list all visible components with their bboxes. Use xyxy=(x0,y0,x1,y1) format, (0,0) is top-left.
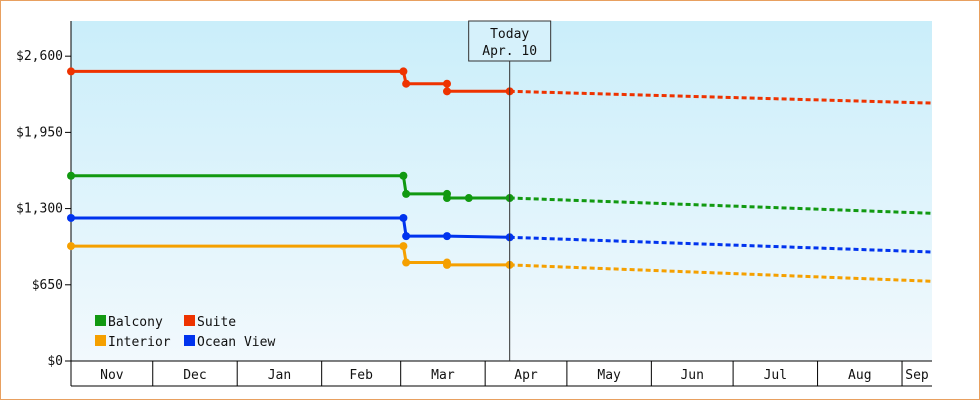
x-tick-label: Apr xyxy=(514,368,538,383)
y-tick-label: $2,600 xyxy=(16,49,63,64)
x-tick-label: Sep xyxy=(905,368,929,383)
legend-swatch xyxy=(184,315,195,326)
data-point xyxy=(399,213,408,222)
legend-label: Interior xyxy=(108,335,171,350)
legend-item-balcony[interactable]: Balcony xyxy=(95,315,163,330)
today-title: Today xyxy=(490,27,529,42)
today-box xyxy=(468,20,552,62)
x-tick-label: Feb xyxy=(349,368,373,383)
x-tick-label: Aug xyxy=(848,368,871,383)
data-point xyxy=(402,232,411,241)
y-tick-label: $1,950 xyxy=(16,125,63,140)
data-point xyxy=(443,260,452,269)
x-tick-label: Dec xyxy=(183,368,206,383)
x-axis: Nov Dec Jan Feb Mar Apr May Jun Jul Aug Sep xyxy=(70,360,932,387)
x-tick-label: Jan xyxy=(268,368,291,383)
data-point xyxy=(402,79,411,88)
x-tick-label: Mar xyxy=(431,368,455,383)
data-point xyxy=(443,232,452,241)
legend-item-interior[interactable]: Interior xyxy=(95,335,171,350)
forecast-line xyxy=(509,263,933,283)
series-line xyxy=(71,69,510,93)
series-suite xyxy=(67,67,933,105)
x-tick-label: Jul xyxy=(764,368,787,383)
y-tick-label: $0 xyxy=(47,354,63,369)
data-point xyxy=(67,171,75,180)
data-point xyxy=(402,258,411,267)
data-point xyxy=(402,189,411,198)
data-point xyxy=(399,242,408,251)
legend-swatch xyxy=(184,335,195,346)
forecast-line xyxy=(509,89,933,105)
data-point xyxy=(399,171,408,180)
y-tick-label: $650 xyxy=(32,278,63,293)
legend-item-ocean-view[interactable]: Ocean View xyxy=(184,335,275,350)
today-date: Apr. 10 xyxy=(482,44,537,59)
legend[interactable]: Balcony Suite Interior Ocean View xyxy=(95,315,275,350)
y-tick-label: $1,300 xyxy=(16,202,63,217)
series-balcony xyxy=(67,171,933,215)
series-line xyxy=(71,244,510,267)
legend-label: Suite xyxy=(197,315,236,330)
data-point xyxy=(399,67,408,76)
legend-label: Balcony xyxy=(108,315,163,330)
legend-item-suite[interactable]: Suite xyxy=(184,315,236,330)
today-marker: Today Apr. 10 xyxy=(468,20,552,361)
data-point xyxy=(443,79,452,88)
legend-swatch xyxy=(95,315,106,326)
data-point xyxy=(67,213,75,222)
data-point xyxy=(443,194,452,203)
x-tick-label: May xyxy=(597,368,621,383)
x-tick-label: Nov xyxy=(100,368,124,383)
x-tick-label: Jun xyxy=(680,368,703,383)
data-point xyxy=(464,194,473,203)
legend-swatch xyxy=(95,335,106,346)
legend-label: Ocean View xyxy=(197,335,275,350)
data-point xyxy=(443,87,452,96)
y-axis: $0 $650 $1,300 $1,950 $2,600 xyxy=(16,21,72,369)
plot-area xyxy=(71,21,932,361)
series-ocean-view xyxy=(67,213,933,254)
data-point xyxy=(67,242,75,251)
forecast-line xyxy=(509,235,933,254)
data-point xyxy=(67,67,75,76)
forecast-line xyxy=(509,196,933,215)
series-layer xyxy=(67,67,933,283)
series-interior xyxy=(67,242,933,283)
